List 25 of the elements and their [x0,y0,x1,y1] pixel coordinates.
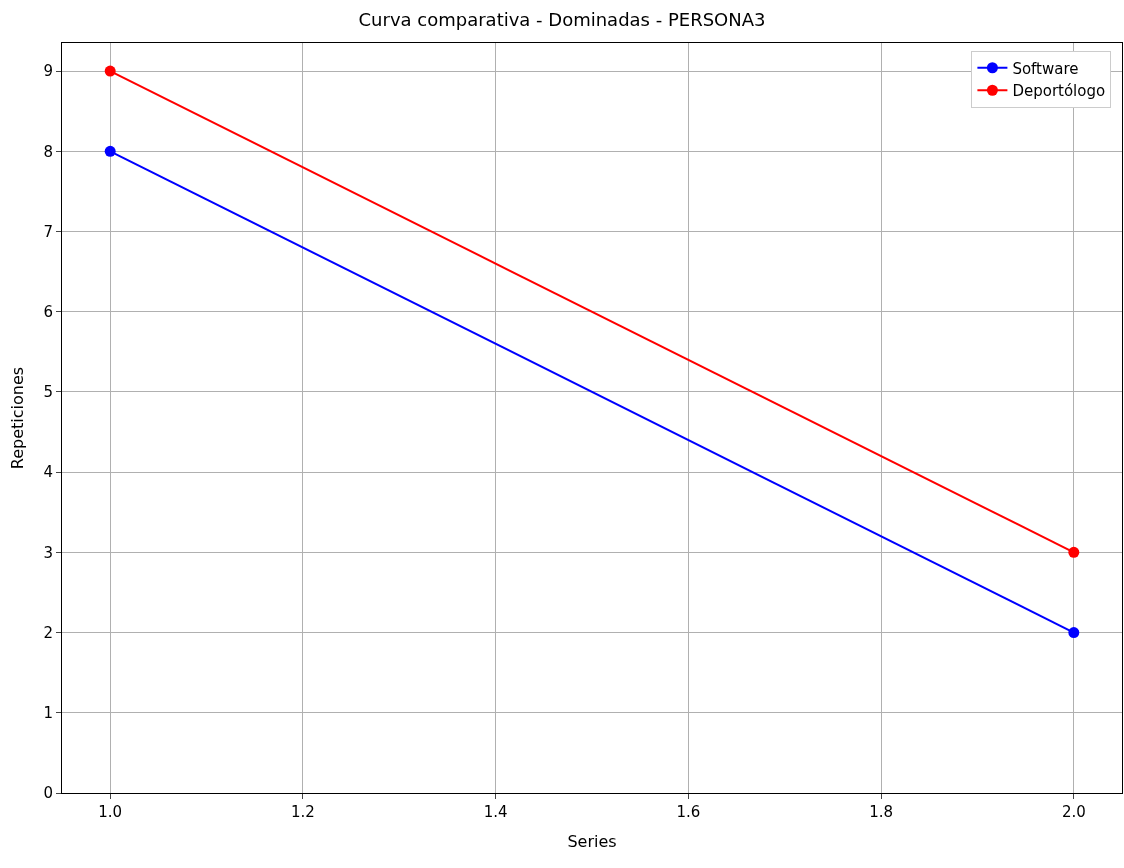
point [104,65,116,77]
y-tick-label: 9 [43,62,53,81]
y-tick-label: 5 [43,383,53,402]
point [104,145,116,157]
y-tick-label: 2 [43,623,53,642]
y-tick-label: 0 [43,784,53,803]
point [1068,546,1080,558]
y-tick-label: 8 [43,142,53,161]
x-tick-label: 1.8 [869,803,894,821]
x-tick-label: 2.0 [1061,803,1086,821]
y-tick-label: 6 [43,302,53,321]
y-axis-title: Repeticiones [8,366,28,470]
x-tick-label: 1.6 [676,803,701,821]
x-tick-label: 1.2 [290,803,315,821]
x-axis-title: Series [567,831,617,851]
y-tick-label: 7 [43,222,53,241]
y-tick-label: 3 [43,543,53,562]
x-tick-label: 1.4 [483,803,508,821]
y-tick-label: 1 [43,704,53,723]
point [1068,627,1080,639]
x-tick-label: 1.0 [98,803,123,821]
y-tick-label: 4 [43,463,53,482]
chart-title: Curva comparativa - Dominadas - PERSONA3 [358,8,766,30]
legend-label: Software [1012,59,1079,78]
legend-label: Deportólogo [1012,82,1106,101]
